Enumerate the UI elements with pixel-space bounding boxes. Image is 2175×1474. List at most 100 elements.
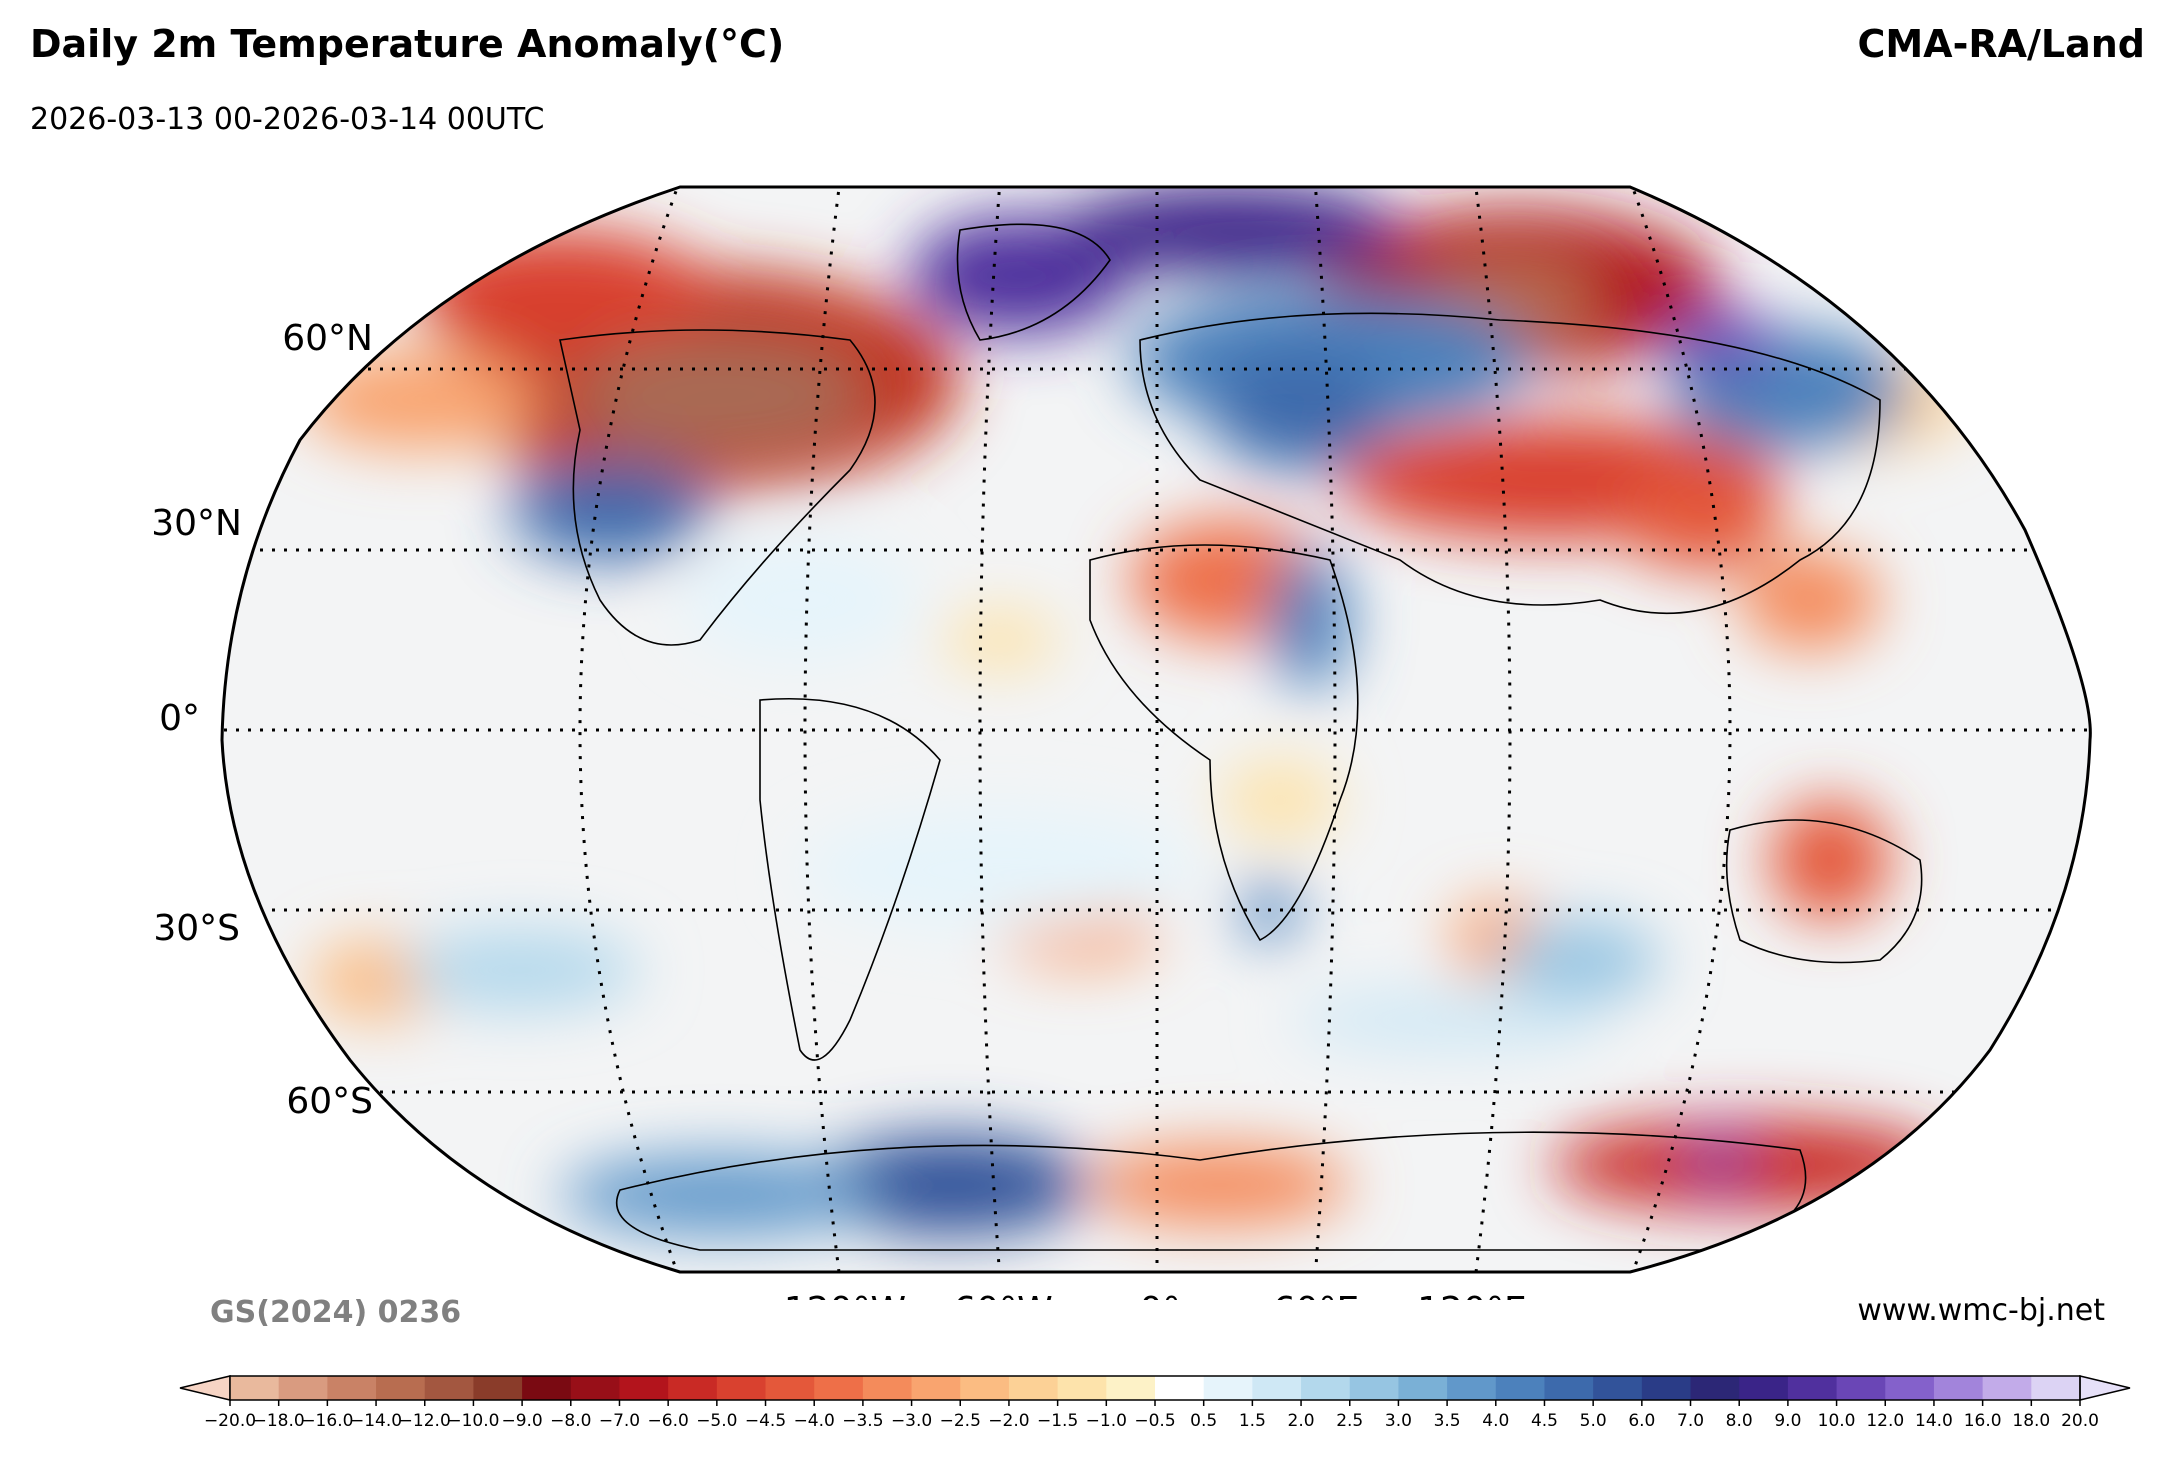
colorbar-tick-label: −20.0 [204, 1411, 256, 1431]
colorbar-bin [570, 1376, 620, 1400]
colorbar-tick-label: 8.0 [1726, 1411, 1753, 1431]
colorbar-bin [1836, 1376, 1886, 1400]
colorbar-bin [1933, 1376, 1984, 1400]
colorbar-bin [1398, 1376, 1448, 1400]
colorbar-tick-label: 20.0 [2061, 1411, 2099, 1431]
colorbar-bin [1593, 1376, 1643, 1400]
colorbar-tick-label: 12.0 [1866, 1411, 1904, 1431]
map-subtitle: 2026-03-13 00-2026-03-14 00UTC [30, 102, 545, 137]
lat-label-0: 0° [159, 698, 200, 739]
colorbar-tick-label: 14.0 [1915, 1411, 1953, 1431]
colorbar-bin [1349, 1376, 1399, 1400]
colorbar-bin [327, 1376, 377, 1400]
colorbar-bin [668, 1376, 718, 1400]
colorbar-extend-high [2079, 1375, 2131, 1401]
colorbar-tick-label: −3.5 [842, 1411, 883, 1431]
colorbar-tick-label: 3.0 [1385, 1411, 1412, 1431]
colorbar-tick-label: −4.5 [745, 1411, 786, 1431]
colorbar-tick-label: −2.5 [940, 1411, 981, 1431]
map-title: Daily 2m Temperature Anomaly(°C) [30, 22, 785, 66]
colorbar: −20.0−18.0−16.0−14.0−12.0−10.0 −9.0 −8.0 −7… [179, 1375, 2131, 1431]
colorbar-bin [1885, 1376, 1935, 1400]
colorbar-tick-label: −1.0 [1086, 1411, 1127, 1431]
colorbar-bin [1495, 1376, 1545, 1400]
colorbar-bin [1641, 1376, 1692, 1400]
colorbar-bin [1739, 1376, 1789, 1400]
graticule [222, 187, 2091, 1272]
colorbar-tick-label: 4.0 [1482, 1411, 1509, 1431]
colorbar-tick-label: 1.5 [1239, 1411, 1266, 1431]
colorbar-tick-label: −7.0 [599, 1411, 640, 1431]
map-review-code: GS(2024) 0236 [210, 1295, 462, 1330]
colorbar-bin [1447, 1376, 1497, 1400]
colorbar-bin [278, 1376, 328, 1400]
colorbar-bin [911, 1376, 961, 1400]
colorbar-bin [1008, 1376, 1059, 1400]
colorbar-bin [376, 1376, 426, 1400]
colorbar-bin [1203, 1376, 1253, 1400]
colorbar-tick-label: 5.0 [1580, 1411, 1607, 1431]
colorbar-tick-label: 2.5 [1336, 1411, 1363, 1431]
colorbar-bin [862, 1376, 913, 1400]
colorbar-bin [230, 1376, 280, 1400]
colorbar-tick-label: −18.0 [253, 1411, 305, 1431]
colorbar-tick-label: −8.0 [550, 1411, 591, 1431]
colorbar-tick-label: −12.0 [399, 1411, 451, 1431]
lon-label-0: 0° [1140, 1290, 1181, 1300]
lat-label-30n: 30°N [151, 503, 242, 544]
world-map: 60°N 30°N 0° 30°S 60°S 120°W 60°W 0° 60°… [151, 185, 2092, 1300]
colorbar-bin [473, 1376, 523, 1400]
colorbar-tick-label: 3.5 [1434, 1411, 1461, 1431]
lat-label-60s: 60°S [286, 1081, 373, 1122]
lon-label-60e: 60°E [1273, 1290, 1360, 1300]
colorbar-bin [1057, 1376, 1107, 1400]
colorbar-tick-label: 2.0 [1288, 1411, 1315, 1431]
longitude-labels: 120°W 60°W 0° 60°E 120°E [784, 1290, 1527, 1300]
colorbar-bins [179, 1375, 2131, 1401]
lon-label-120e: 120°E [1417, 1290, 1526, 1300]
colorbar-bin [424, 1376, 474, 1400]
website-label: www.wmc-bj.net [1857, 1293, 2105, 1328]
anomaly-field [222, 187, 2091, 1272]
latitude-labels: 60°N 30°N 0° 30°S 60°S [151, 318, 373, 1122]
colorbar-bin [522, 1376, 572, 1400]
data-source-label: CMA-RA/Land [1857, 22, 2145, 66]
colorbar-bin [1155, 1376, 1205, 1400]
colorbar-tick-label: 7.0 [1677, 1411, 1704, 1431]
colorbar-bin [619, 1376, 669, 1400]
colorbar-extend-low [179, 1375, 231, 1401]
colorbar-tick-label: 4.5 [1531, 1411, 1558, 1431]
colorbar-bin [1252, 1376, 1302, 1400]
colorbar-bin [1982, 1376, 2032, 1400]
colorbar-tick-label: 9.0 [1774, 1411, 1801, 1431]
colorbar-bin [1690, 1376, 1740, 1400]
lat-label-60n: 60°N [282, 318, 373, 359]
colorbar-tick-label: −14.0 [350, 1411, 402, 1431]
colorbar-tick-label: −6.0 [648, 1411, 689, 1431]
colorbar-bin [1106, 1376, 1156, 1400]
colorbar-bin [1301, 1376, 1351, 1400]
colorbar-bin [716, 1376, 767, 1400]
lon-label-120w: 120°W [784, 1290, 906, 1300]
colorbar-tick-label: −0.5 [1134, 1411, 1175, 1431]
colorbar-tick-label: −16.0 [301, 1411, 353, 1431]
colorbar-tick-label: −4.0 [794, 1411, 835, 1431]
colorbar-bin [1787, 1376, 1838, 1400]
colorbar-tick-label: 16.0 [1964, 1411, 2002, 1431]
colorbar-bin [1544, 1376, 1594, 1400]
colorbar-tick-label: −10.0 [447, 1411, 499, 1431]
colorbar-tick-label: −9.0 [501, 1411, 542, 1431]
lon-label-60w: 60°W [953, 1290, 1052, 1300]
colorbar-tick-label: −3.0 [891, 1411, 932, 1431]
colorbar-tick-label: 10.0 [1818, 1411, 1856, 1431]
colorbar-tick-label: 6.0 [1628, 1411, 1655, 1431]
colorbar-tick-label: −2.0 [988, 1411, 1029, 1431]
colorbar-tick-label: −1.5 [1037, 1411, 1078, 1431]
colorbar-ticks: −20.0−18.0−16.0−14.0−12.0−10.0 −9.0 −8.0 −7… [204, 1400, 2099, 1431]
colorbar-bin [765, 1376, 815, 1400]
colorbar-tick-label: −5.0 [696, 1411, 737, 1431]
colorbar-bin [960, 1376, 1010, 1400]
colorbar-bin [2031, 1376, 2081, 1400]
colorbar-tick-label: 0.5 [1190, 1411, 1217, 1431]
coastlines [559, 223, 1923, 1251]
